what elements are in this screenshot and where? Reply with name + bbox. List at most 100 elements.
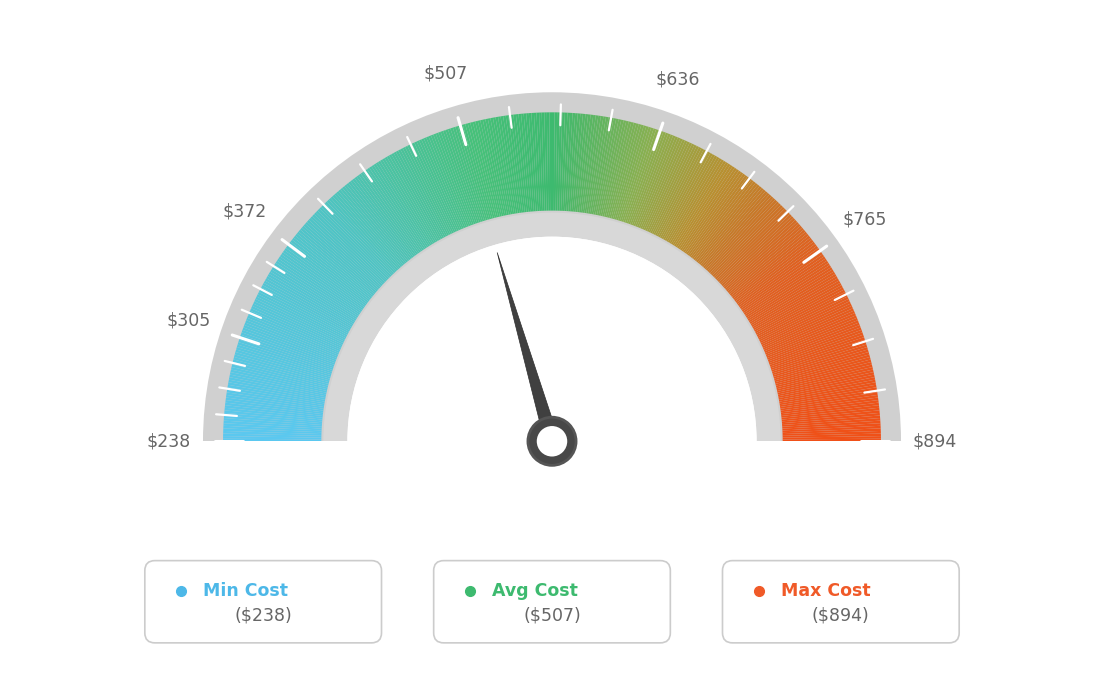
Wedge shape	[775, 357, 871, 384]
Wedge shape	[613, 124, 641, 219]
Wedge shape	[473, 121, 498, 217]
Wedge shape	[337, 191, 402, 267]
Wedge shape	[330, 196, 399, 270]
FancyBboxPatch shape	[434, 560, 670, 643]
Wedge shape	[294, 235, 372, 299]
Wedge shape	[782, 408, 880, 420]
Wedge shape	[640, 137, 680, 229]
Circle shape	[537, 426, 567, 457]
Wedge shape	[389, 155, 439, 241]
Wedge shape	[225, 397, 323, 413]
Wedge shape	[470, 122, 497, 218]
Wedge shape	[728, 228, 804, 293]
Text: ($507): ($507)	[523, 607, 581, 624]
Text: ($894): ($894)	[811, 607, 870, 624]
Wedge shape	[752, 276, 838, 327]
Wedge shape	[523, 113, 534, 211]
Wedge shape	[739, 248, 819, 307]
Wedge shape	[773, 347, 868, 377]
Wedge shape	[227, 387, 325, 405]
Wedge shape	[247, 315, 339, 355]
Wedge shape	[777, 372, 874, 395]
Wedge shape	[224, 411, 322, 422]
Wedge shape	[531, 113, 540, 211]
Wedge shape	[720, 216, 794, 285]
Wedge shape	[783, 431, 881, 436]
Circle shape	[528, 417, 576, 465]
Wedge shape	[537, 112, 543, 211]
Wedge shape	[566, 113, 575, 211]
Wedge shape	[765, 315, 857, 355]
Wedge shape	[657, 148, 703, 237]
Wedge shape	[575, 114, 588, 212]
Wedge shape	[647, 141, 690, 232]
Wedge shape	[223, 433, 321, 437]
Wedge shape	[618, 126, 649, 221]
Wedge shape	[482, 119, 506, 216]
Wedge shape	[658, 149, 705, 237]
Wedge shape	[654, 146, 699, 235]
Wedge shape	[498, 117, 516, 214]
Wedge shape	[365, 169, 423, 252]
Wedge shape	[274, 263, 358, 317]
Wedge shape	[224, 408, 322, 420]
Wedge shape	[716, 210, 788, 281]
Wedge shape	[714, 207, 785, 278]
Wedge shape	[375, 162, 429, 246]
Wedge shape	[223, 428, 321, 434]
Wedge shape	[769, 333, 863, 366]
Wedge shape	[235, 352, 330, 380]
Wedge shape	[223, 426, 321, 432]
Text: $238: $238	[147, 432, 191, 451]
Wedge shape	[731, 234, 809, 297]
Wedge shape	[781, 395, 878, 411]
Wedge shape	[732, 235, 810, 299]
Wedge shape	[298, 230, 375, 294]
Wedge shape	[283, 250, 364, 308]
Wedge shape	[224, 413, 322, 423]
Wedge shape	[752, 278, 839, 328]
Wedge shape	[783, 426, 881, 432]
Wedge shape	[584, 116, 601, 213]
Wedge shape	[764, 310, 854, 351]
Wedge shape	[782, 405, 879, 417]
Wedge shape	[694, 183, 757, 262]
Wedge shape	[277, 259, 360, 315]
Wedge shape	[546, 112, 550, 210]
Wedge shape	[396, 150, 444, 238]
Wedge shape	[265, 278, 352, 328]
Wedge shape	[359, 174, 418, 255]
Wedge shape	[762, 306, 853, 348]
Wedge shape	[307, 220, 381, 287]
Wedge shape	[726, 226, 803, 291]
Wedge shape	[229, 377, 326, 398]
Wedge shape	[438, 132, 474, 225]
Wedge shape	[783, 436, 881, 440]
Wedge shape	[529, 113, 538, 211]
Wedge shape	[490, 118, 510, 215]
Wedge shape	[412, 143, 456, 233]
Wedge shape	[276, 261, 359, 316]
Wedge shape	[581, 115, 596, 213]
Wedge shape	[777, 367, 873, 391]
Wedge shape	[774, 350, 869, 379]
Wedge shape	[323, 213, 781, 442]
Wedge shape	[252, 304, 342, 346]
Wedge shape	[223, 439, 321, 442]
Wedge shape	[744, 259, 827, 315]
Wedge shape	[282, 252, 363, 310]
Wedge shape	[338, 190, 404, 266]
Wedge shape	[775, 359, 871, 386]
Wedge shape	[754, 283, 841, 332]
Wedge shape	[772, 342, 867, 373]
Wedge shape	[764, 313, 856, 353]
Wedge shape	[305, 221, 380, 288]
Wedge shape	[570, 113, 581, 211]
Wedge shape	[778, 380, 875, 400]
Wedge shape	[749, 269, 834, 322]
Wedge shape	[267, 274, 353, 326]
Wedge shape	[386, 155, 437, 242]
Wedge shape	[231, 367, 327, 391]
Wedge shape	[544, 112, 549, 210]
Wedge shape	[203, 92, 901, 442]
